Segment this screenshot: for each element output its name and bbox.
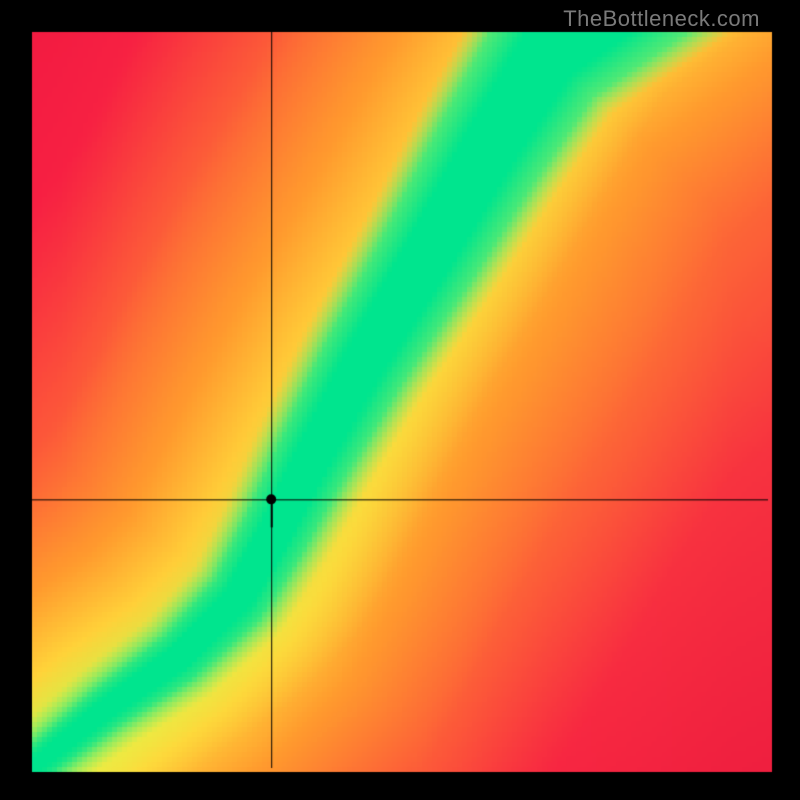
watermark-label: TheBottleneck.com xyxy=(563,6,760,32)
bottleneck-heatmap xyxy=(0,0,800,800)
chart-container: TheBottleneck.com xyxy=(0,0,800,800)
